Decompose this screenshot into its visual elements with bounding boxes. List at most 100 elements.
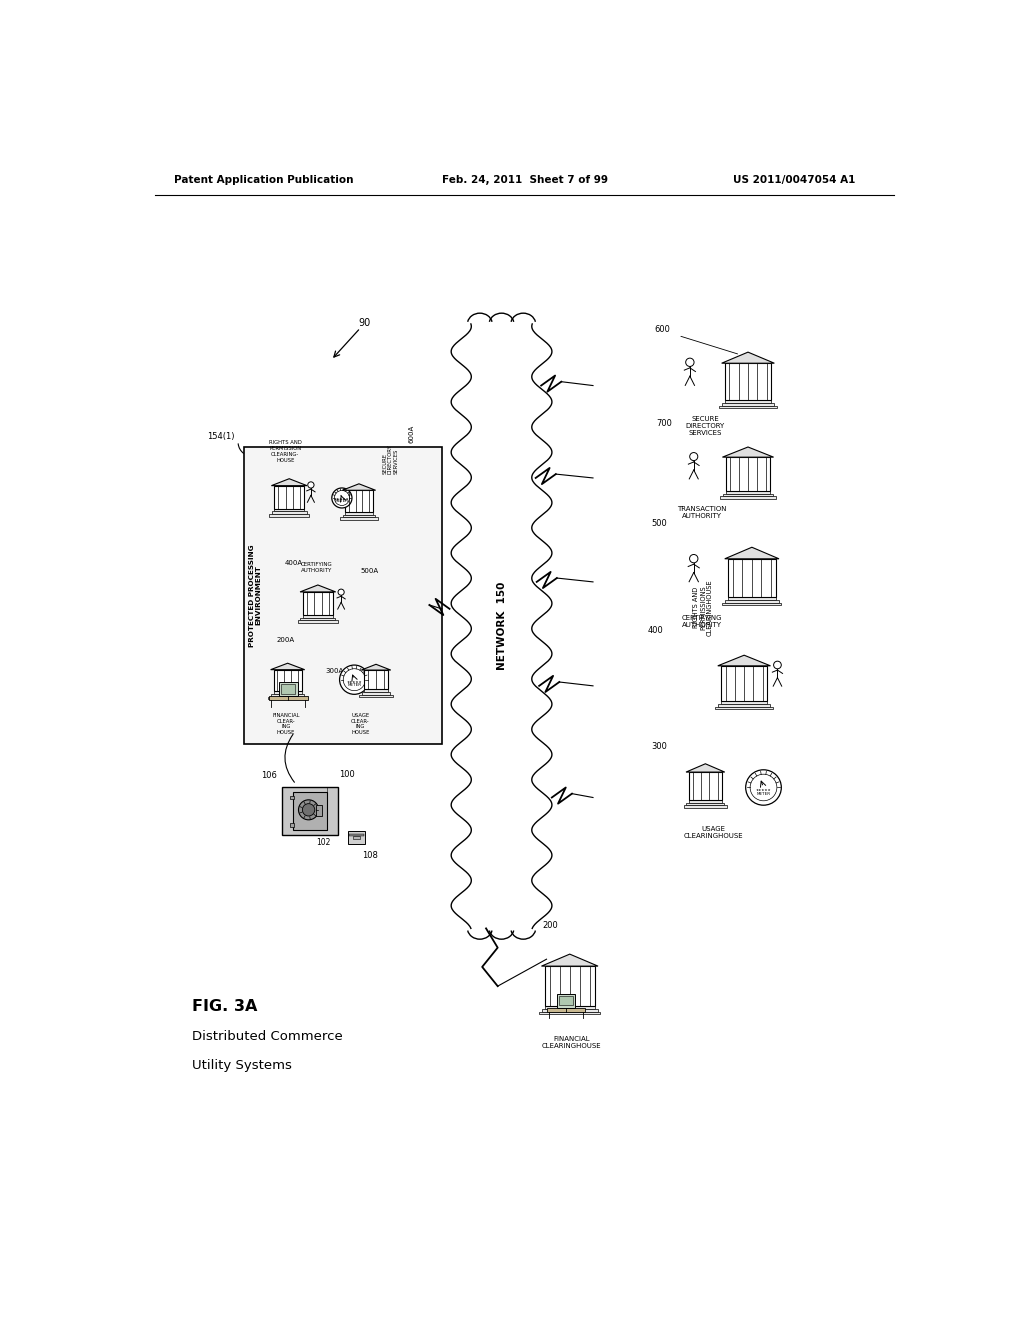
Circle shape [343, 669, 366, 690]
Text: 400A: 400A [285, 560, 303, 566]
Polygon shape [722, 447, 773, 457]
Text: PROTECTED PROCESSING
ENVIRONMENT: PROTECTED PROCESSING ENVIRONMENT [249, 544, 261, 647]
Circle shape [338, 589, 344, 595]
Text: FIG. 3A: FIG. 3A [191, 999, 257, 1014]
Bar [721, 665, 767, 701]
Text: ★★★★★: ★★★★★ [756, 788, 771, 792]
Circle shape [745, 770, 781, 805]
Bar [722, 403, 774, 405]
Text: CERTIFYING
AUTHORITY: CERTIFYING AUTHORITY [681, 615, 722, 628]
Bar [269, 696, 308, 701]
Text: SECURE
DIRECTORY
SERVICES: SECURE DIRECTORY SERVICES [686, 416, 725, 437]
Bar [720, 496, 776, 499]
Text: 600: 600 [654, 325, 671, 334]
Bar [725, 400, 771, 403]
Bar [716, 706, 773, 709]
Circle shape [773, 661, 781, 669]
Bar [557, 994, 575, 1007]
Polygon shape [725, 548, 779, 558]
Text: 300: 300 [651, 742, 667, 751]
Text: METER: METER [347, 682, 361, 686]
Text: 600A: 600A [409, 425, 415, 442]
Circle shape [686, 358, 694, 367]
Bar [559, 997, 572, 1006]
Bar [361, 692, 390, 694]
Bar [340, 517, 378, 520]
Polygon shape [270, 663, 305, 669]
Bar [353, 836, 360, 840]
Circle shape [308, 482, 314, 488]
Text: USAGE
CLEARINGHOUSE: USAGE CLEARINGHOUSE [683, 826, 743, 840]
Text: METER: METER [757, 792, 771, 796]
Bar [269, 513, 309, 517]
Text: 108: 108 [361, 850, 378, 859]
Bar [684, 805, 727, 808]
Bar [365, 671, 388, 689]
Text: 102: 102 [316, 838, 331, 847]
Text: US 2011/0047054 A1: US 2011/0047054 A1 [733, 176, 856, 185]
Bar [348, 832, 366, 843]
Bar [283, 788, 338, 836]
Polygon shape [542, 954, 598, 966]
Bar [728, 597, 776, 601]
Bar [345, 490, 373, 512]
Bar [689, 772, 722, 800]
Bar [728, 558, 776, 598]
Text: 700: 700 [656, 420, 672, 429]
Bar [359, 694, 393, 697]
Bar [245, 447, 442, 743]
Polygon shape [686, 764, 725, 772]
Bar [274, 508, 304, 511]
Bar [545, 1006, 595, 1008]
Text: NETWORK  150: NETWORK 150 [497, 582, 507, 671]
Bar [689, 800, 722, 803]
Text: 400: 400 [647, 627, 663, 635]
Text: CERTIFYING
AUTHORITY: CERTIFYING AUTHORITY [300, 562, 332, 573]
Bar [268, 697, 307, 700]
Text: METER: METER [335, 499, 349, 503]
Bar [316, 805, 322, 816]
Text: RIGHTS AND
PERMISSIONS
CLEARINGHOUSE: RIGHTS AND PERMISSIONS CLEARINGHOUSE [693, 579, 713, 636]
Text: 300A: 300A [326, 668, 344, 673]
Text: 200A: 200A [276, 638, 295, 643]
Circle shape [302, 804, 314, 816]
Bar [274, 486, 304, 508]
Bar [298, 620, 338, 623]
Text: 106: 106 [261, 771, 276, 780]
Bar [726, 457, 770, 491]
Circle shape [689, 554, 698, 562]
Bar [545, 966, 595, 1006]
Bar [542, 1008, 598, 1011]
Circle shape [332, 488, 352, 508]
Bar [725, 601, 778, 603]
Text: RIGHTS AND
PERMISSION
CLEARING-
HOUSE: RIGHTS AND PERMISSION CLEARING- HOUSE [269, 440, 302, 462]
Bar [293, 792, 328, 830]
Bar [290, 824, 294, 828]
Bar [722, 603, 781, 606]
Bar [349, 834, 365, 836]
Bar [686, 803, 724, 805]
Text: 500A: 500A [360, 568, 379, 574]
Bar [343, 515, 375, 517]
Bar [290, 796, 294, 800]
Circle shape [690, 453, 697, 461]
Polygon shape [361, 664, 391, 671]
Bar [547, 1007, 586, 1012]
Text: Distributed Commerce: Distributed Commerce [191, 1030, 342, 1043]
Bar [718, 704, 770, 706]
Bar [273, 669, 302, 692]
Bar [271, 694, 304, 697]
Bar [282, 684, 295, 693]
Text: SECURE
DIRECTORY
SERVICES: SECURE DIRECTORY SERVICES [382, 445, 398, 474]
Bar [280, 682, 298, 696]
Text: FINANCIAL
CLEARINGHOUSE: FINANCIAL CLEARINGHOUSE [542, 1036, 601, 1049]
Text: USAGE
CLEAR-
ING
HOUSE: USAGE CLEAR- ING HOUSE [351, 713, 370, 735]
Text: Feb. 24, 2011  Sheet 7 of 99: Feb. 24, 2011 Sheet 7 of 99 [441, 176, 608, 185]
Bar [721, 701, 767, 704]
Text: 200: 200 [543, 921, 558, 931]
Text: 154(1): 154(1) [208, 433, 234, 441]
Bar [273, 692, 302, 694]
Text: Utility Systems: Utility Systems [191, 1059, 292, 1072]
Polygon shape [271, 479, 307, 486]
Polygon shape [300, 585, 336, 591]
